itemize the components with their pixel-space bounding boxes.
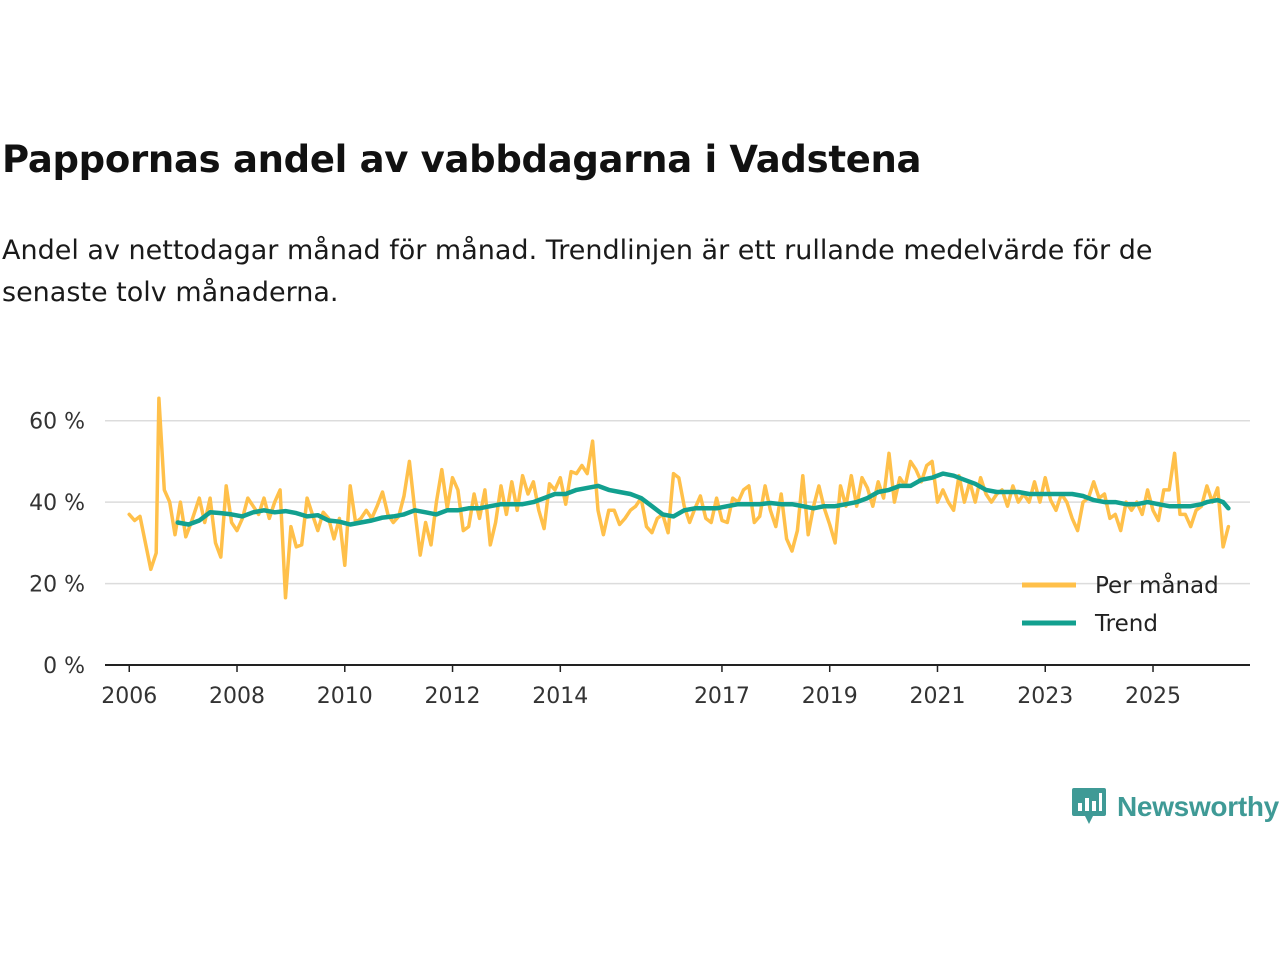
chart-title: Pappornas andel av vabbdagarna i Vadsten… — [2, 138, 922, 181]
legend[interactable]: Per månad Trend — [1022, 571, 1219, 637]
legend-label: Trend — [1094, 611, 1158, 637]
y-tick-label: 20 % — [29, 573, 85, 598]
x-tick-label: 2017 — [694, 684, 750, 709]
legend-item-0[interactable]: Per månad — [1022, 571, 1219, 599]
series-line-trend — [175, 471, 1231, 527]
x-tick-label: 2006 — [101, 684, 157, 709]
legend-item-1[interactable]: Trend — [1022, 611, 1158, 637]
newsworthy-logo-icon — [1072, 788, 1106, 824]
y-axis-ticks: 0 % 20 % 40 % 60 % — [29, 410, 85, 679]
x-tick-label: 2025 — [1125, 684, 1181, 709]
x-tick-label: 2014 — [532, 684, 588, 709]
series-lines — [127, 396, 1231, 600]
y-tick-label: 40 % — [29, 491, 85, 516]
brand-name: Newsworthy — [1117, 791, 1279, 822]
x-tick-label: 2010 — [317, 684, 373, 709]
x-tick-label: 2023 — [1017, 684, 1073, 709]
y-tick-label: 0 % — [43, 654, 85, 679]
x-axis-ticks: 2006 2008 2010 2012 2014 2017 2019 2021 2023 2025 — [101, 665, 1181, 709]
series-line-per-manad — [127, 396, 1231, 600]
line-chart: 0 % 20 % 40 % 60 % 2006 2008 2010 2012 2014 2017… — [29, 396, 1250, 709]
x-tick-label: 2021 — [909, 684, 965, 709]
chart-subtitle: Andel av nettodagar månad för månad. Tre… — [2, 235, 1153, 308]
newsworthy-brand[interactable]: Newsworthy — [1071, 785, 1279, 829]
x-tick-label: 2012 — [425, 684, 481, 709]
x-tick-label: 2019 — [802, 684, 858, 709]
x-tick-label: 2008 — [209, 684, 265, 709]
y-tick-label: 60 % — [29, 410, 85, 435]
legend-label: Per månad — [1095, 571, 1219, 599]
grid-lines — [105, 419, 1250, 585]
